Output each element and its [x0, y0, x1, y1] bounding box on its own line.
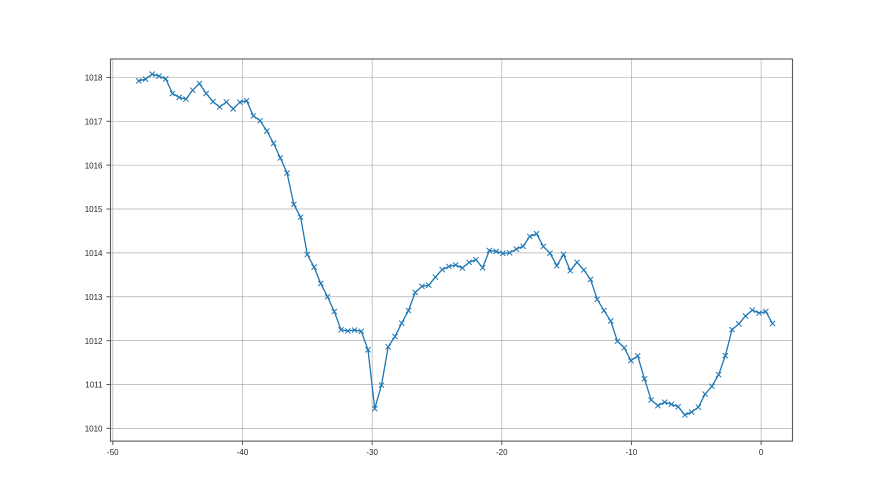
svg-text:1010: 1010 [85, 425, 103, 434]
svg-text:1018: 1018 [85, 74, 103, 83]
svg-text:1013: 1013 [85, 293, 103, 302]
svg-text:1017: 1017 [85, 117, 103, 126]
svg-text:-30: -30 [366, 448, 378, 457]
svg-text:-20: -20 [496, 448, 508, 457]
svg-text:-50: -50 [107, 448, 119, 457]
svg-text:1016: 1016 [85, 161, 103, 170]
svg-text:-10: -10 [626, 448, 638, 457]
svg-text:1011: 1011 [85, 381, 103, 390]
svg-text:1015: 1015 [85, 205, 103, 214]
svg-text:0: 0 [759, 448, 764, 457]
svg-text:1014: 1014 [85, 249, 103, 258]
svg-text:-40: -40 [237, 448, 249, 457]
svg-text:1012: 1012 [85, 337, 103, 346]
